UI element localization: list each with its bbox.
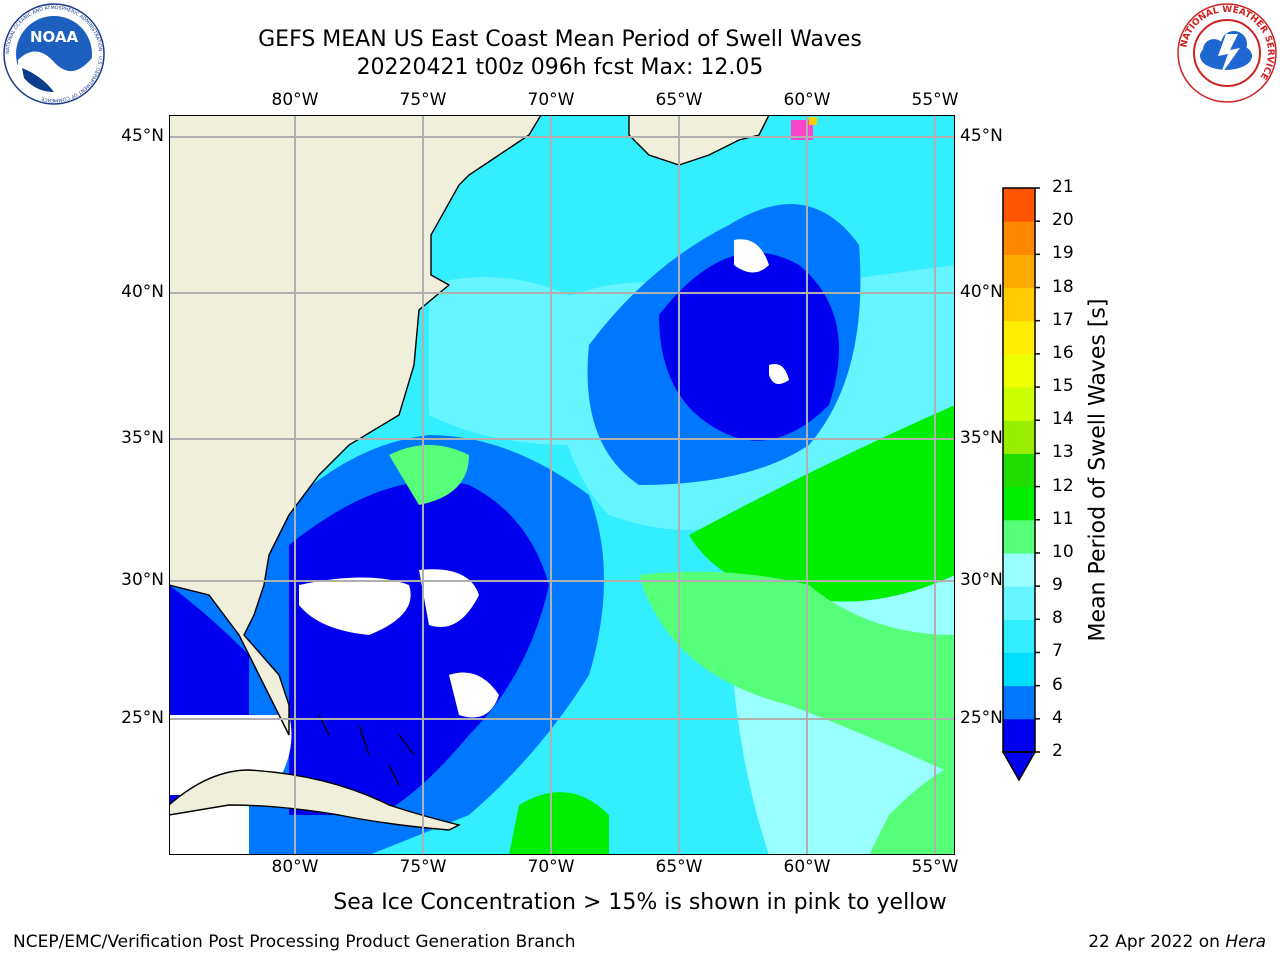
maritimes-land bbox=[628, 115, 770, 166]
colorbar-segment bbox=[1003, 586, 1035, 620]
colorbar-tick-label: 18 bbox=[1052, 276, 1074, 297]
lat-label-right: 35°N bbox=[960, 428, 1003, 448]
lat-label-left: 25°N bbox=[121, 708, 164, 728]
colorbar-segment bbox=[1003, 652, 1035, 687]
lon-label-bottom: 70°W bbox=[527, 857, 575, 877]
colorbar-segment bbox=[1003, 420, 1035, 454]
colorbar-tick-label: 7 bbox=[1052, 641, 1063, 662]
lat-label-left: 30°N bbox=[121, 570, 164, 590]
lon-label-bottom: 60°W bbox=[783, 857, 831, 877]
colorbar-tick-label: 21 bbox=[1052, 177, 1074, 197]
colorbar-tick-label: 8 bbox=[1052, 608, 1063, 629]
colorbar-tick-label: 10 bbox=[1052, 541, 1074, 562]
colorbar-tick-label: 16 bbox=[1052, 342, 1074, 363]
date-line: 22 Apr 2022 on Hera bbox=[1088, 932, 1266, 952]
lon-label-top: 55°W bbox=[911, 90, 959, 110]
colorbar-segment bbox=[1003, 287, 1035, 322]
colorbar-segment bbox=[1003, 552, 1035, 587]
colorbar-tick-label: 13 bbox=[1052, 442, 1074, 463]
colorbar-segment bbox=[1003, 453, 1035, 488]
colorbar-tick-label: 14 bbox=[1052, 409, 1074, 430]
svg-text:NOAA: NOAA bbox=[30, 28, 79, 46]
colorbar-segment bbox=[1003, 387, 1035, 421]
nws-logo: NATIONAL WEATHER SERVICE bbox=[1177, 3, 1277, 103]
colorbar-tick-label: 19 bbox=[1052, 243, 1074, 264]
colorbar bbox=[1001, 187, 1040, 782]
colorbar-segment bbox=[1003, 320, 1035, 355]
lon-label-top: 75°W bbox=[399, 90, 447, 110]
colorbar-segment bbox=[1003, 718, 1035, 753]
lon-label-bottom: 80°W bbox=[271, 857, 319, 877]
map-subtitle: 20220421 t00z 096h fcst Max: 12.05 bbox=[356, 55, 764, 80]
map-title: GEFS MEAN US East Coast Mean Period of S… bbox=[258, 27, 862, 52]
cuba-land bbox=[169, 769, 462, 831]
colorbar-segment bbox=[1003, 188, 1035, 222]
lat-label-right: 25°N bbox=[960, 708, 1003, 728]
colorbar-tick-label: 12 bbox=[1052, 475, 1074, 496]
lat-label-left: 40°N bbox=[121, 282, 164, 302]
lon-label-bottom: 75°W bbox=[399, 857, 447, 877]
colorbar-label: Mean Period of Swell Waves [s] bbox=[1085, 298, 1111, 642]
lon-label-bottom: 55°W bbox=[911, 857, 959, 877]
graticule bbox=[169, 115, 955, 855]
colorbar-extend-arrow bbox=[1001, 751, 1037, 782]
lat-label-right: 30°N bbox=[960, 570, 1003, 590]
lon-label-top: 80°W bbox=[271, 90, 319, 110]
colorbar-tick-label: 4 bbox=[1052, 707, 1063, 728]
noaa-logo: NOAA NATIONAL OCEANIC AND ATMOSPHERIC AD… bbox=[3, 3, 105, 105]
colorbar-tick-label: 9 bbox=[1052, 575, 1063, 596]
lat-label-right: 45°N bbox=[960, 126, 1003, 146]
colorbar-segment bbox=[1003, 221, 1035, 255]
lat-label-right: 40°N bbox=[960, 282, 1003, 302]
lat-label-left: 45°N bbox=[121, 126, 164, 146]
colorbar-segment bbox=[1003, 486, 1035, 521]
colorbar-tick-label: 20 bbox=[1052, 210, 1074, 231]
colorbar-tick-label: 2 bbox=[1052, 741, 1063, 761]
lon-label-bottom: 65°W bbox=[655, 857, 703, 877]
credit-line: NCEP/EMC/Verification Post Processing Pr… bbox=[13, 932, 576, 952]
colorbar-tick-label: 6 bbox=[1052, 674, 1063, 695]
green-band-east bbox=[689, 405, 955, 602]
colorbar-segment bbox=[1003, 254, 1035, 289]
swell-period-map bbox=[169, 115, 955, 855]
lon-label-top: 65°W bbox=[655, 90, 703, 110]
sea-ice-caption: Sea Ice Concentration > 15% is shown in … bbox=[333, 890, 947, 915]
colorbar-tick-label: 17 bbox=[1052, 309, 1074, 330]
deep-blue-core bbox=[659, 252, 839, 441]
lon-label-top: 60°W bbox=[783, 90, 831, 110]
colorbar-tick-label: 11 bbox=[1052, 508, 1074, 529]
colorbar-segment bbox=[1003, 519, 1035, 554]
colorbar-segment bbox=[1003, 353, 1035, 388]
colorbar-segment bbox=[1003, 619, 1035, 653]
lat-label-left: 35°N bbox=[121, 428, 164, 448]
host-name: Hera bbox=[1225, 932, 1266, 952]
colorbar-tick-label: 15 bbox=[1052, 376, 1074, 397]
lon-label-top: 70°W bbox=[527, 90, 575, 110]
colorbar-segment bbox=[1003, 685, 1035, 720]
